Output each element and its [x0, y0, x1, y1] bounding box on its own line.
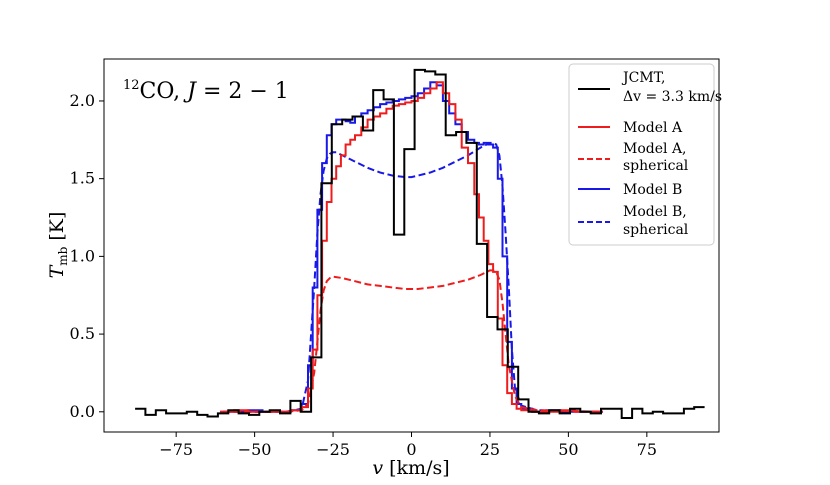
legend-label-model-b-spherical: Model B,	[623, 204, 687, 220]
y-axis: 0.0 0.5 1.0 1.5 2.0	[70, 91, 104, 421]
legend-label-jcmt-res: Δv = 3.3 km/s	[623, 89, 722, 105]
x-tick-label: 50	[558, 440, 578, 459]
y-tick-label: 0.5	[70, 324, 95, 343]
x-tick-label: 75	[637, 440, 657, 459]
series-line-model-a	[220, 81, 603, 413]
y-tick-label: 0.0	[70, 402, 95, 421]
legend-label-model-b: Model B	[623, 182, 682, 198]
series-line-model-a-spherical	[223, 269, 600, 413]
line-annotation: 12CO, J = 2 − 1	[123, 78, 289, 104]
y-tick-label: 1.5	[70, 169, 95, 188]
legend-box	[568, 63, 715, 246]
plot-area	[135, 68, 705, 419]
x-axis-label: v [km/s]	[372, 457, 449, 479]
series-line-model-b-spherical	[223, 141, 600, 413]
x-tick-label: 25	[480, 440, 500, 459]
x-tick-label: 0	[406, 440, 416, 459]
legend: JCMT, Δv = 3.3 km/s Model A Model A, sph…	[568, 63, 722, 246]
y-axis-label: Tmb [K]	[46, 212, 70, 279]
legend-label-model-a-spherical-2: spherical	[623, 158, 689, 174]
series-line-jcmt-v-3-3-km-s	[135, 68, 705, 419]
x-tick-label: −75	[159, 440, 193, 459]
y-tick-label: 1.0	[70, 246, 95, 265]
x-axis: −75 −50 −25 0 25 50 75	[159, 432, 657, 459]
series-line-model-b	[220, 81, 603, 413]
legend-label-jcmt: JCMT,	[621, 70, 665, 86]
y-tick-label: 2.0	[70, 91, 95, 110]
legend-label-model-a: Model A	[623, 120, 683, 136]
legend-label-model-a-spherical: Model A,	[623, 141, 687, 157]
x-tick-label: −25	[316, 440, 350, 459]
legend-label-model-b-spherical-2: spherical	[623, 222, 689, 238]
x-tick-label: −50	[238, 440, 272, 459]
